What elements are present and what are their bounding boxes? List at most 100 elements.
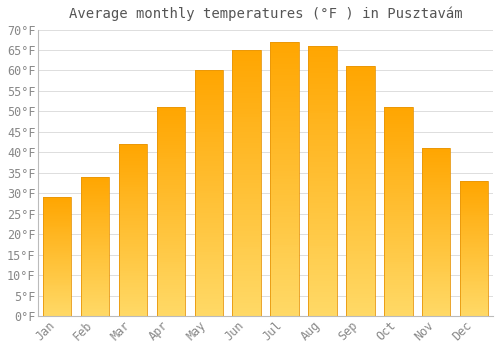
Bar bbox=[119, 247, 147, 249]
Bar bbox=[384, 287, 412, 289]
Bar bbox=[308, 97, 336, 100]
Bar bbox=[119, 197, 147, 199]
Bar bbox=[156, 199, 185, 201]
Bar bbox=[81, 272, 110, 273]
Bar bbox=[270, 179, 299, 182]
Bar bbox=[81, 255, 110, 256]
Bar bbox=[270, 42, 299, 44]
Bar bbox=[232, 50, 261, 316]
Bar bbox=[346, 166, 374, 169]
Bar bbox=[43, 207, 72, 208]
Bar bbox=[346, 259, 374, 261]
Bar bbox=[460, 289, 488, 290]
Bar bbox=[156, 141, 185, 143]
Bar bbox=[156, 218, 185, 220]
Bar bbox=[119, 263, 147, 264]
Bar bbox=[81, 231, 110, 232]
Bar bbox=[119, 167, 147, 168]
Bar bbox=[194, 220, 223, 223]
Bar bbox=[460, 217, 488, 219]
Bar bbox=[422, 234, 450, 236]
Bar bbox=[422, 251, 450, 252]
Bar bbox=[43, 216, 72, 217]
Bar bbox=[384, 107, 412, 316]
Bar bbox=[119, 199, 147, 201]
Bar bbox=[270, 168, 299, 171]
Bar bbox=[43, 220, 72, 221]
Bar bbox=[270, 239, 299, 242]
Bar bbox=[81, 238, 110, 239]
Bar bbox=[81, 209, 110, 210]
Bar bbox=[346, 126, 374, 129]
Bar bbox=[384, 260, 412, 262]
Bar bbox=[194, 259, 223, 262]
Bar bbox=[43, 222, 72, 223]
Bar bbox=[156, 113, 185, 116]
Bar bbox=[270, 64, 299, 66]
Bar bbox=[308, 214, 336, 216]
Bar bbox=[460, 192, 488, 193]
Bar bbox=[43, 315, 72, 316]
Bar bbox=[43, 201, 72, 202]
Bar bbox=[81, 269, 110, 270]
Bar bbox=[119, 144, 147, 316]
Bar bbox=[194, 134, 223, 137]
Bar bbox=[460, 309, 488, 310]
Bar bbox=[43, 217, 72, 219]
Bar bbox=[460, 248, 488, 250]
Bar bbox=[346, 181, 374, 184]
Bar bbox=[81, 256, 110, 258]
Bar bbox=[232, 196, 261, 199]
Bar bbox=[460, 261, 488, 262]
Bar bbox=[156, 189, 185, 191]
Bar bbox=[156, 130, 185, 132]
Bar bbox=[460, 240, 488, 242]
Bar bbox=[232, 154, 261, 156]
Bar bbox=[232, 218, 261, 220]
Bar bbox=[156, 180, 185, 182]
Bar bbox=[194, 215, 223, 218]
Bar bbox=[119, 187, 147, 189]
Bar bbox=[81, 251, 110, 252]
Bar bbox=[460, 224, 488, 225]
Bar bbox=[308, 238, 336, 240]
Bar bbox=[460, 247, 488, 248]
Bar bbox=[270, 69, 299, 72]
Bar bbox=[308, 62, 336, 65]
Bar bbox=[232, 69, 261, 71]
Bar bbox=[81, 303, 110, 305]
Bar bbox=[460, 296, 488, 297]
Bar bbox=[119, 156, 147, 158]
Bar bbox=[422, 266, 450, 267]
Bar bbox=[308, 148, 336, 151]
Bar bbox=[156, 107, 185, 316]
Bar bbox=[194, 245, 223, 247]
Bar bbox=[194, 230, 223, 232]
Bar bbox=[384, 230, 412, 232]
Bar bbox=[270, 209, 299, 212]
Bar bbox=[119, 244, 147, 245]
Bar bbox=[156, 234, 185, 237]
Bar bbox=[308, 159, 336, 162]
Bar bbox=[422, 220, 450, 222]
Bar bbox=[119, 192, 147, 194]
Bar bbox=[422, 254, 450, 256]
Bar bbox=[422, 222, 450, 224]
Bar bbox=[119, 259, 147, 261]
Bar bbox=[270, 146, 299, 149]
Bar bbox=[194, 282, 223, 284]
Bar bbox=[81, 262, 110, 263]
Bar bbox=[156, 136, 185, 139]
Bar bbox=[194, 117, 223, 120]
Bar bbox=[81, 178, 110, 180]
Bar bbox=[308, 54, 336, 57]
Bar bbox=[384, 303, 412, 306]
Bar bbox=[194, 198, 223, 201]
Bar bbox=[270, 149, 299, 152]
Bar bbox=[422, 224, 450, 225]
Bar bbox=[460, 265, 488, 266]
Bar bbox=[308, 270, 336, 273]
Bar bbox=[346, 66, 374, 69]
Bar bbox=[308, 313, 336, 316]
Bar bbox=[43, 213, 72, 214]
